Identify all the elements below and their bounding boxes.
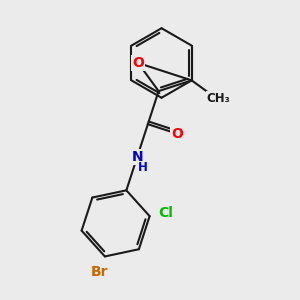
Text: N: N — [131, 150, 143, 164]
Text: CH₃: CH₃ — [206, 92, 230, 105]
Text: Cl: Cl — [158, 206, 173, 220]
Text: O: O — [132, 56, 144, 70]
Text: H: H — [138, 161, 148, 174]
Text: O: O — [171, 127, 183, 141]
Text: Br: Br — [91, 265, 109, 279]
